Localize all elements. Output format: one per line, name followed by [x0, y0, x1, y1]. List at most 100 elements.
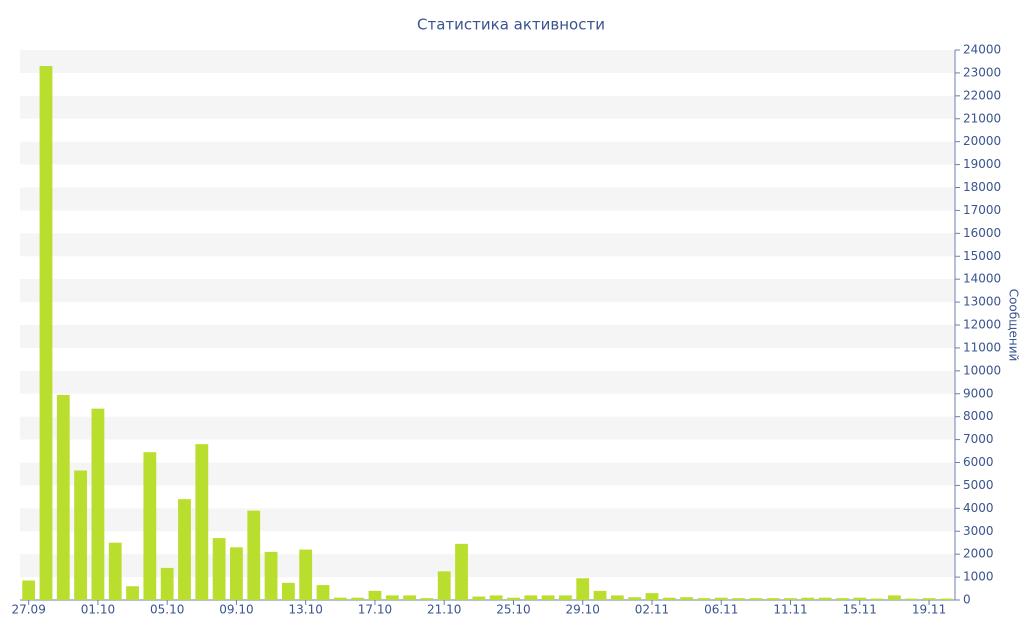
bar: [39, 66, 53, 600]
x-tick-label: 21.10: [427, 603, 461, 617]
bar: [766, 598, 780, 600]
y-tick-label: 7000: [963, 432, 994, 446]
bar: [818, 597, 832, 600]
grid-band: [20, 187, 955, 211]
y-tick-label: 12000: [963, 318, 1001, 332]
bar: [143, 452, 157, 600]
bar: [836, 598, 849, 600]
bar: [559, 595, 572, 600]
bar: [680, 597, 694, 600]
y-tick-label: 22000: [963, 88, 1001, 102]
bar: [455, 543, 468, 600]
y-tick-label: 2000: [963, 547, 994, 561]
bar: [645, 593, 659, 600]
bar: [714, 597, 728, 600]
bar: [316, 585, 330, 600]
bar: [368, 590, 382, 600]
bar: [22, 580, 36, 600]
y-tick-label: 8000: [963, 409, 994, 423]
grid-band: [20, 233, 955, 257]
y-tick-label: 17000: [963, 203, 1001, 217]
bar: [887, 595, 901, 600]
grid-band: [20, 325, 955, 348]
y-tick-label: 9000: [963, 386, 994, 400]
y-tick-label: 15000: [963, 249, 1001, 263]
bar: [437, 571, 451, 600]
bar: [870, 598, 884, 600]
bar: [732, 598, 745, 600]
bar: [507, 597, 520, 600]
x-tick-label: 17.10: [358, 603, 392, 617]
grid-band: [20, 416, 955, 440]
x-tick-label: 06.11: [704, 603, 738, 617]
bar: [385, 595, 399, 600]
y-tick-label: 10000: [963, 363, 1001, 377]
bar: [610, 595, 624, 600]
bar: [853, 597, 867, 600]
y-tick-label: 19000: [963, 157, 1001, 171]
bar: [178, 499, 191, 600]
y-tick-label: 11000: [963, 340, 1001, 354]
x-tick-label: 15.11: [843, 603, 877, 617]
grid-band: [20, 370, 955, 394]
bar: [264, 551, 278, 600]
bar: [905, 598, 919, 600]
bar: [247, 510, 261, 600]
bar: [195, 444, 209, 600]
x-tick-label: 09.10: [219, 603, 253, 617]
bar: [922, 598, 936, 600]
bar: [299, 549, 313, 600]
bar: [351, 597, 365, 600]
grid-band: [20, 554, 955, 578]
grid-band: [20, 95, 955, 119]
x-tick-label: 05.10: [150, 603, 184, 617]
x-tick-label: 02.11: [635, 603, 669, 617]
bar: [56, 394, 70, 600]
bar: [628, 597, 642, 600]
bar: [126, 586, 139, 600]
y-tick-label: 16000: [963, 226, 1001, 240]
grid-band: [20, 462, 955, 486]
y-tick-label: 6000: [963, 455, 994, 469]
bar: [593, 590, 607, 600]
y-tick-label: 5000: [963, 478, 994, 492]
y-tick-label: 0: [963, 593, 971, 607]
x-tick-label: 19.11: [912, 603, 946, 617]
bar: [801, 597, 815, 600]
bar: [524, 595, 538, 600]
bar: [281, 582, 295, 600]
bar: [541, 595, 555, 600]
bar: [489, 595, 503, 600]
x-tick-label: 13.10: [289, 603, 323, 617]
bar: [697, 598, 711, 600]
x-tick-label: 01.10: [81, 603, 115, 617]
grid-band: [20, 50, 955, 73]
y-tick-label: 1000: [963, 570, 994, 584]
bar: [749, 598, 763, 600]
y-tick-label: 20000: [963, 134, 1001, 148]
y-tick-label: 23000: [963, 65, 1001, 79]
y-tick-label: 4000: [963, 501, 994, 515]
bar: [333, 597, 347, 600]
bar: [472, 596, 486, 600]
y-tick-label: 3000: [963, 524, 994, 538]
x-tick-label: 11.11: [773, 603, 807, 617]
bar: [212, 538, 226, 600]
bar: [939, 598, 953, 600]
y-axis-label: Сообщений: [1007, 289, 1021, 362]
grid-band: [20, 279, 955, 303]
bar: [91, 408, 105, 600]
grid-band: [20, 141, 955, 165]
bar: [160, 567, 174, 600]
bar: [576, 578, 590, 600]
grid-band: [20, 508, 955, 532]
x-tick-label: 27.09: [11, 603, 45, 617]
bar: [420, 598, 434, 600]
x-tick-label: 25.10: [496, 603, 530, 617]
x-tick-label: 29.10: [566, 603, 600, 617]
y-tick-label: 24000: [963, 43, 1001, 57]
chart-title: Статистика активности: [417, 16, 605, 34]
bar: [403, 595, 416, 600]
bar: [74, 470, 88, 600]
bar: [230, 547, 243, 600]
